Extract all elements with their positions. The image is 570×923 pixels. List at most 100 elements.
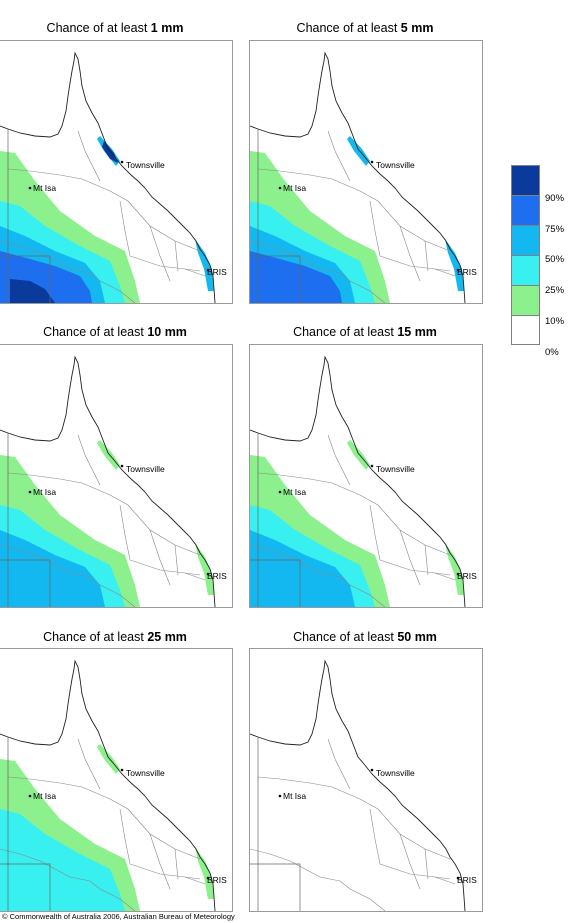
district-boundary <box>339 272 386 303</box>
district-boundary <box>379 255 451 272</box>
rain-probability-region <box>250 530 355 607</box>
district-boundary <box>327 434 351 486</box>
coastline <box>250 355 466 607</box>
rain-probability-region <box>0 530 105 607</box>
legend-swatch-50 <box>511 225 540 255</box>
district-boundary <box>257 472 379 506</box>
map-panel-15mm: Townsville Mt Isa BRIS <box>249 344 483 608</box>
city-marker-townsville <box>370 464 374 468</box>
district-boundary <box>129 559 201 576</box>
district-boundary <box>327 738 351 790</box>
map-panel-10mm: Townsville Mt Isa BRIS <box>0 344 233 608</box>
legend-label-90: 90% <box>545 193 565 204</box>
district-boundary <box>434 876 456 885</box>
city-marker-townsville <box>370 768 374 772</box>
district-boundary <box>184 268 206 277</box>
city-marker-townsville <box>370 160 374 164</box>
district-boundary <box>129 255 201 272</box>
coastal-rain-region <box>347 440 370 470</box>
city-marker-mt-isa <box>278 794 282 798</box>
state-border <box>0 255 51 303</box>
city-label-townsville: Townsville <box>376 464 415 474</box>
state-border <box>250 559 301 607</box>
city-label-townsville: Townsville <box>126 160 165 170</box>
city-label-bris: BRIS <box>457 267 477 277</box>
district-boundary <box>149 833 171 890</box>
district-boundary <box>369 200 381 257</box>
coastal-rain-region <box>445 239 464 291</box>
city-marker-townsville <box>120 160 124 164</box>
city-marker-mt-isa <box>278 490 282 494</box>
city-label-bris: BRIS <box>207 875 227 885</box>
district-boundary <box>149 225 171 282</box>
city-label-townsville: Townsville <box>126 464 165 474</box>
district-boundary <box>257 168 379 202</box>
district-boundary <box>339 576 386 607</box>
map-panel-1mm: Townsville Mt Isa BRIS <box>0 40 233 304</box>
coastline <box>0 355 216 607</box>
district-boundary <box>424 544 429 576</box>
district-boundary <box>127 200 201 252</box>
district-boundary <box>129 863 201 880</box>
district-boundary <box>7 168 129 202</box>
district-boundary <box>379 559 451 576</box>
city-marker-mt-isa <box>28 794 32 798</box>
rain-probability-region <box>0 809 125 911</box>
district-boundary <box>119 504 131 561</box>
district-boundary <box>0 240 91 274</box>
district-boundary <box>339 880 386 911</box>
district-boundary <box>89 272 136 303</box>
rain-probability-region <box>10 279 55 303</box>
legend-label-25: 25% <box>545 285 565 296</box>
coastline <box>250 51 466 303</box>
district-boundary <box>434 268 456 277</box>
district-boundary <box>434 572 456 581</box>
district-boundary <box>184 876 206 885</box>
city-marker-bris <box>206 268 210 272</box>
district-boundary <box>377 504 451 556</box>
state-border <box>0 863 51 911</box>
district-boundary <box>7 472 129 506</box>
city-label-mt-isa: Mt Isa <box>33 183 56 193</box>
map-panel-25mm: Townsville Mt Isa BRIS <box>0 648 233 912</box>
city-marker-bris <box>456 876 460 880</box>
district-boundary <box>399 833 421 890</box>
legend-label-0: 0% <box>545 347 559 358</box>
district-boundary <box>424 848 429 880</box>
city-label-bris: BRIS <box>207 571 227 581</box>
district-boundary <box>149 529 171 586</box>
district-boundary <box>119 200 131 257</box>
district-boundary <box>250 848 341 882</box>
district-boundary <box>89 576 136 607</box>
legend-swatch-0 <box>511 315 540 345</box>
coastline <box>0 51 216 303</box>
panel-title-10mm: Chance of at least 10 mm <box>43 325 187 339</box>
legend-swatch-90 <box>511 165 540 195</box>
city-marker-mt-isa <box>278 186 282 190</box>
district-boundary <box>369 808 381 865</box>
district-boundary <box>257 776 379 810</box>
city-label-bris: BRIS <box>457 875 477 885</box>
legend-label-75: 75% <box>545 224 565 235</box>
district-boundary <box>327 130 351 182</box>
city-label-mt-isa: Mt Isa <box>283 183 306 193</box>
district-boundary <box>174 544 179 576</box>
district-boundary <box>127 504 201 556</box>
district-boundary <box>89 880 136 911</box>
map-panel-5mm: Townsville Mt Isa BRIS <box>249 40 483 304</box>
state-border <box>250 255 301 303</box>
district-boundary <box>250 240 341 274</box>
city-label-townsville: Townsville <box>376 768 415 778</box>
legend-swatch-25 <box>511 255 540 285</box>
panel-title-5mm: Chance of at least 5 mm <box>296 21 434 35</box>
city-label-mt-isa: Mt Isa <box>33 487 56 497</box>
city-marker-bris <box>206 572 210 576</box>
city-label-mt-isa: Mt Isa <box>283 791 306 801</box>
legend-swatch-75 <box>511 195 540 225</box>
city-marker-townsville <box>120 768 124 772</box>
legend-swatch-10 <box>511 285 540 315</box>
district-boundary <box>0 848 91 882</box>
district-boundary <box>424 240 429 272</box>
city-marker-bris <box>456 268 460 272</box>
district-boundary <box>377 200 451 252</box>
